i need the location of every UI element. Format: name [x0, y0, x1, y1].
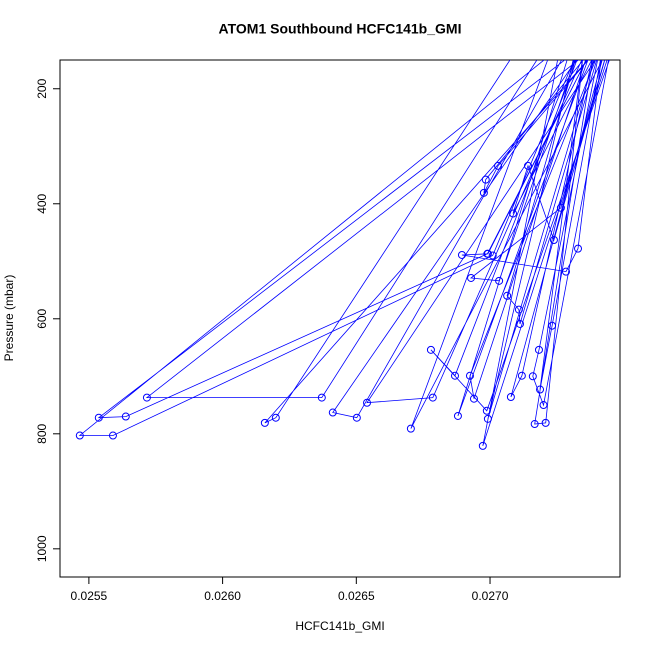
- data-point: [567, 46, 574, 53]
- data-point: [513, 46, 520, 53]
- x-tick-label: 0.0265: [338, 589, 375, 603]
- data-point: [548, 46, 555, 53]
- data-point: [580, 46, 587, 53]
- data-point: [514, 305, 523, 314]
- data-point: [483, 414, 492, 423]
- data-point: [465, 371, 474, 380]
- data-point: [541, 418, 550, 427]
- data-point: [572, 46, 579, 53]
- data-point: [494, 161, 503, 170]
- data-point: [604, 46, 611, 53]
- data-point: [549, 236, 558, 245]
- x-tick-label: 0.0255: [71, 589, 108, 603]
- data-point: [588, 46, 595, 53]
- data-point: [564, 46, 571, 53]
- data-point: [428, 393, 437, 402]
- data-point: [577, 46, 584, 53]
- data-point: [271, 413, 280, 422]
- data-point: [540, 46, 547, 53]
- data-point: [363, 398, 372, 407]
- data-point: [536, 385, 545, 394]
- data-point: [426, 345, 435, 354]
- data-point: [575, 46, 582, 53]
- data-point: [594, 46, 601, 53]
- data-point: [599, 46, 606, 53]
- y-tick-label: 1000: [35, 535, 49, 562]
- data-point: [585, 46, 592, 53]
- data-point: [317, 393, 326, 402]
- data-point: [534, 345, 543, 354]
- data-point: [328, 408, 337, 417]
- data-point: [75, 431, 84, 440]
- data-point: [406, 424, 415, 433]
- data-point: [596, 46, 603, 53]
- data-point: [594, 46, 601, 53]
- y-tick-label: 600: [35, 308, 49, 328]
- x-axis-label: HCFC141b_GMI: [295, 619, 384, 633]
- data-point: [548, 321, 557, 330]
- data-point: [495, 276, 504, 285]
- data-point: [588, 46, 595, 53]
- data-point: [108, 431, 117, 440]
- data-point: [575, 46, 582, 53]
- data-point: [561, 267, 570, 276]
- series-line: [78, 60, 610, 447]
- plot-area: [75, 46, 617, 450]
- data-point: [610, 46, 617, 53]
- y-axis-label: Pressure (mbar): [2, 275, 16, 362]
- data-point: [352, 413, 361, 422]
- data-point: [528, 372, 537, 381]
- y-tick-label: 400: [35, 193, 49, 213]
- data-point: [515, 319, 524, 328]
- y-tick-label: 800: [35, 423, 49, 443]
- data-point: [482, 406, 491, 415]
- data-point: [530, 420, 539, 429]
- data-point: [583, 46, 590, 53]
- data-point: [607, 46, 614, 53]
- data-point: [524, 161, 533, 170]
- data-point: [539, 401, 548, 410]
- data-point: [607, 46, 614, 53]
- y-tick-label: 200: [35, 78, 49, 98]
- data-point: [260, 418, 269, 427]
- data-point: [483, 249, 492, 258]
- data-point: [506, 392, 515, 401]
- data-point: [453, 411, 462, 420]
- data-point: [580, 46, 587, 53]
- data-point: [457, 250, 466, 259]
- data-point: [509, 209, 518, 218]
- data-point: [596, 46, 603, 53]
- data-point: [574, 244, 583, 253]
- data-point: [556, 203, 565, 212]
- data-point: [488, 251, 497, 260]
- x-tick-label: 0.0270: [472, 589, 509, 603]
- data-point: [556, 46, 563, 53]
- data-point: [503, 291, 512, 300]
- data-point: [94, 413, 103, 422]
- data-point: [142, 393, 151, 402]
- data-point: [121, 412, 130, 421]
- chart-title: ATOM1 Southbound HCFC141b_GMI: [219, 21, 462, 37]
- data-point: [553, 46, 560, 53]
- data-point: [469, 394, 478, 403]
- x-tick-label: 0.0260: [204, 589, 241, 603]
- data-point: [479, 188, 488, 197]
- data-point: [594, 46, 601, 53]
- data-point: [450, 371, 459, 380]
- data-point: [599, 46, 606, 53]
- data-point: [588, 46, 595, 53]
- plot-frame: [59, 59, 621, 578]
- data-point: [604, 46, 611, 53]
- data-point: [467, 273, 476, 282]
- data-point: [478, 441, 487, 450]
- data-point: [517, 371, 526, 380]
- data-point: [481, 175, 490, 184]
- data-point: [591, 46, 598, 53]
- data-point: [602, 46, 609, 53]
